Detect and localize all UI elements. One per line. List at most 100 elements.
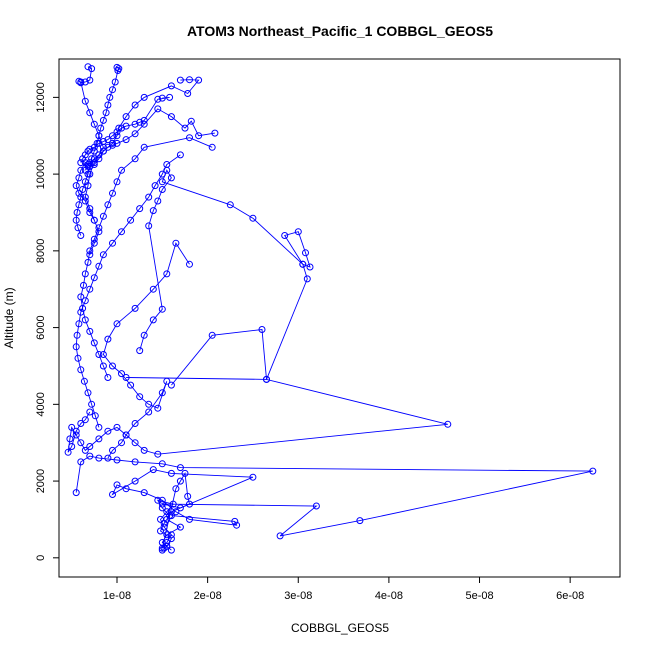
data-point xyxy=(167,546,175,554)
data-point xyxy=(158,460,166,468)
data-point xyxy=(158,504,166,512)
data-point xyxy=(99,143,107,151)
data-point xyxy=(111,78,119,86)
data-point xyxy=(163,539,171,546)
data-point xyxy=(81,416,89,424)
data-point xyxy=(84,63,92,71)
data-point xyxy=(113,139,121,147)
data-point xyxy=(154,197,162,205)
data-point xyxy=(158,546,166,554)
data-point xyxy=(104,201,112,209)
data-point xyxy=(167,535,175,543)
data-point xyxy=(90,239,98,247)
data-point xyxy=(99,212,107,220)
data-point xyxy=(303,275,311,283)
data-point xyxy=(95,155,103,163)
data-point xyxy=(145,400,153,408)
data-point xyxy=(167,469,175,477)
data-point xyxy=(149,285,157,293)
x-tick-label: 5e-08 xyxy=(465,590,493,602)
data-point xyxy=(95,454,103,462)
series-line xyxy=(80,137,213,378)
data-point xyxy=(158,389,166,397)
data-point xyxy=(127,216,135,224)
data-point xyxy=(90,147,98,155)
data-point xyxy=(109,132,116,140)
data-point xyxy=(106,93,114,101)
y-tick-label: 10000 xyxy=(35,159,47,190)
data-point xyxy=(158,170,166,178)
data-point xyxy=(294,228,302,236)
data-point xyxy=(86,443,94,450)
x-axis: 1e-08 2e-08 3e-08 4e-08 5e-08 6e-08 xyxy=(103,576,584,602)
data-point xyxy=(145,193,153,201)
data-point xyxy=(231,517,239,525)
x-tick-label: 3e-08 xyxy=(284,590,312,602)
data-point xyxy=(97,124,105,132)
data-point xyxy=(172,485,180,493)
data-point xyxy=(181,124,189,132)
data-point xyxy=(145,222,153,230)
data-point xyxy=(86,251,94,259)
data-point xyxy=(109,446,116,454)
data-point xyxy=(166,93,174,101)
series-2 xyxy=(72,452,597,540)
series-line xyxy=(156,472,191,551)
data-point xyxy=(81,97,89,105)
data-point xyxy=(172,239,180,247)
data-point xyxy=(99,116,107,124)
data-point xyxy=(77,159,85,167)
data-point xyxy=(167,508,175,516)
data-point xyxy=(77,458,85,466)
data-point xyxy=(167,82,175,90)
series-12 xyxy=(72,63,123,239)
data-point xyxy=(167,174,175,182)
series-line xyxy=(78,66,104,255)
data-point xyxy=(131,439,139,447)
data-point xyxy=(127,381,135,389)
data-point xyxy=(80,377,88,385)
data-point xyxy=(90,274,98,282)
data-point xyxy=(187,117,195,125)
data-point xyxy=(84,389,92,397)
data-point xyxy=(163,508,171,516)
data-point xyxy=(102,109,110,117)
y-tick-label: 0 xyxy=(35,555,47,561)
data-point xyxy=(140,331,148,339)
series-7 xyxy=(77,134,216,381)
data-point xyxy=(81,193,89,201)
data-point xyxy=(109,139,116,147)
data-point xyxy=(167,512,175,520)
data-point xyxy=(90,339,98,347)
data-point xyxy=(109,491,116,498)
data-point xyxy=(86,109,94,117)
data-point xyxy=(149,466,157,474)
data-point xyxy=(444,420,452,428)
data-point xyxy=(68,423,76,431)
data-point xyxy=(131,101,139,109)
data-point xyxy=(154,404,162,412)
data-point xyxy=(167,381,175,389)
data-point xyxy=(95,435,103,443)
data-point xyxy=(186,515,193,523)
data-point xyxy=(263,375,270,383)
data-point xyxy=(113,423,121,431)
data-point xyxy=(95,228,103,236)
data-point xyxy=(158,178,166,186)
data-point xyxy=(276,532,284,540)
data-point xyxy=(68,443,76,450)
data-point xyxy=(118,370,125,378)
y-axis: 0 2000 4000 6000 8000 10000 12000 xyxy=(35,82,60,561)
series-layer xyxy=(64,63,597,554)
data-point xyxy=(95,423,103,431)
data-point xyxy=(113,320,121,328)
data-point xyxy=(81,446,89,454)
data-point xyxy=(186,260,193,268)
data-point xyxy=(115,124,123,132)
data-point xyxy=(140,116,148,124)
data-point xyxy=(122,485,130,493)
data-point xyxy=(226,201,234,209)
data-point xyxy=(99,351,107,358)
data-point xyxy=(73,331,81,339)
series-4 xyxy=(136,166,314,389)
